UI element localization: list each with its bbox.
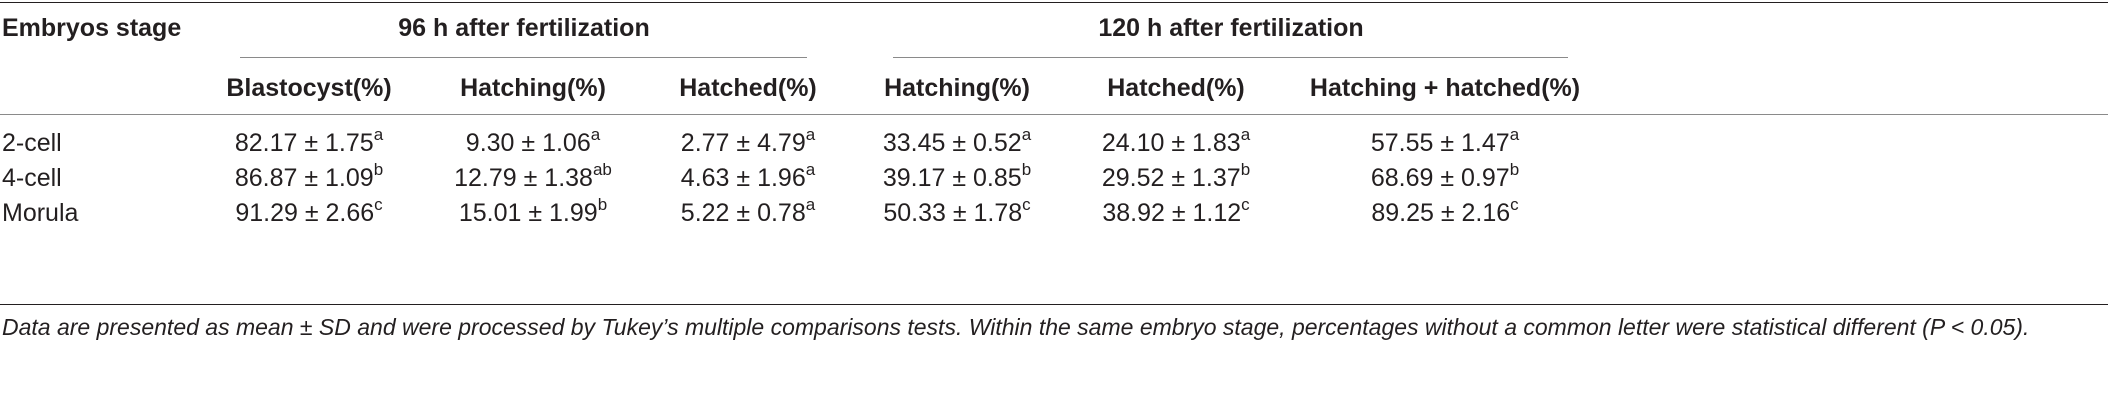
row-label: Morula: [2, 199, 79, 227]
table-bottom-rule: [0, 304, 2108, 305]
table-cell: 24.10 ± 1.83a: [1101, 126, 1250, 158]
table-top-rule: [0, 2, 2108, 3]
cell-value: 29.52 ± 1.37: [1101, 164, 1241, 192]
group-header-120h: 120 h after fertilization: [1098, 14, 1364, 42]
header-bottom-rule: [0, 114, 2108, 115]
significance-letter: a: [590, 125, 601, 144]
table-cell: 89.25 ± 2.16c: [1371, 196, 1518, 228]
column-header-hatched-120h: Hatched(%): [1107, 74, 1245, 102]
significance-letter: c: [1022, 195, 1031, 214]
cell-value: 4.63 ± 1.96: [680, 164, 806, 192]
significance-letter: a: [805, 195, 816, 214]
column-header-hatching-96h: Hatching(%): [460, 74, 606, 102]
significance-letter: a: [1240, 125, 1251, 144]
table-cell: 39.17 ± 0.85b: [882, 161, 1031, 193]
column-header-blastocyst-96h: Blastocyst(%): [226, 74, 392, 102]
table-cell: 2.77 ± 4.79a: [680, 126, 815, 158]
significance-letter: c: [374, 195, 383, 214]
significance-letter: a: [805, 125, 816, 144]
cell-value: 24.10 ± 1.83: [1101, 129, 1241, 157]
table-cell: 57.55 ± 1.47a: [1370, 126, 1519, 158]
table-cell: 33.45 ± 0.52a: [882, 126, 1031, 158]
cell-value: 82.17 ± 1.75: [234, 129, 374, 157]
table-cell: 9.30 ± 1.06a: [465, 126, 600, 158]
significance-letter: a: [1509, 125, 1520, 144]
cell-value: 57.55 ± 1.47: [1370, 129, 1510, 157]
row-label: 2-cell: [2, 129, 62, 157]
significance-letter: c: [1241, 195, 1250, 214]
cell-value: 89.25 ± 2.16: [1371, 199, 1511, 227]
cell-value: 50.33 ± 1.78: [883, 199, 1023, 227]
table-cell: 50.33 ± 1.78c: [883, 196, 1030, 228]
column-header-hatching-120h: Hatching(%): [884, 74, 1030, 102]
significance-letter: a: [373, 125, 384, 144]
table-cell: 91.29 ± 2.66c: [235, 196, 382, 228]
cell-value: 86.87 ± 1.09: [234, 164, 374, 192]
cell-value: 68.69 ± 0.97: [1370, 164, 1510, 192]
cell-value: 12.79 ± 1.38: [454, 164, 593, 192]
group-rule-120h: [893, 57, 1568, 58]
column-header-hatched-96h: Hatched(%): [679, 74, 817, 102]
significance-letter: b: [373, 160, 384, 179]
stub-header: Embryos stage: [2, 14, 182, 42]
table-cell: 4.63 ± 1.96a: [680, 161, 815, 193]
group-header-96h: 96 h after fertilization: [398, 14, 650, 42]
significance-letter: c: [1510, 195, 1519, 214]
significance-letter: a: [805, 160, 816, 179]
significance-letter: b: [1021, 160, 1032, 179]
table-cell: 15.01 ± 1.99b: [458, 196, 607, 228]
cell-value: 15.01 ± 1.99: [458, 199, 598, 227]
cell-value: 5.22 ± 0.78: [680, 199, 806, 227]
column-header-hatching-plus-hatched-120h: Hatching + hatched(%): [1309, 74, 1581, 102]
significance-letter: b: [1509, 160, 1520, 179]
table-cell: 12.79 ± 1.38ab: [454, 161, 612, 193]
cell-value: 33.45 ± 0.52: [882, 129, 1022, 157]
significance-letter: a: [1021, 125, 1032, 144]
significance-letter: ab: [592, 160, 612, 179]
significance-letter: b: [1240, 160, 1251, 179]
group-rule-96h: [240, 57, 807, 58]
table-cell: 82.17 ± 1.75a: [234, 126, 383, 158]
row-label: 4-cell: [2, 164, 62, 192]
table-footnote: Data are presented as mean ± SD and were…: [2, 314, 2030, 340]
cell-value: 38.92 ± 1.12: [1102, 199, 1242, 227]
table-cell: 86.87 ± 1.09b: [234, 161, 383, 193]
table-cell: 5.22 ± 0.78a: [680, 196, 815, 228]
cell-value: 9.30 ± 1.06: [465, 129, 591, 157]
cell-value: 39.17 ± 0.85: [882, 164, 1022, 192]
table-cell: 38.92 ± 1.12c: [1102, 196, 1249, 228]
table-cell: 68.69 ± 0.97b: [1370, 161, 1519, 193]
significance-letter: b: [597, 195, 608, 214]
cell-value: 91.29 ± 2.66: [235, 199, 375, 227]
cell-value: 2.77 ± 4.79: [680, 129, 806, 157]
table-cell: 29.52 ± 1.37b: [1101, 161, 1250, 193]
